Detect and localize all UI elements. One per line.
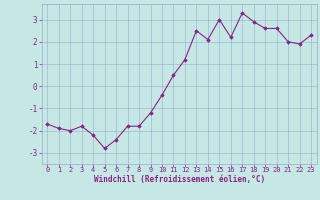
X-axis label: Windchill (Refroidissement éolien,°C): Windchill (Refroidissement éolien,°C) <box>94 175 265 184</box>
